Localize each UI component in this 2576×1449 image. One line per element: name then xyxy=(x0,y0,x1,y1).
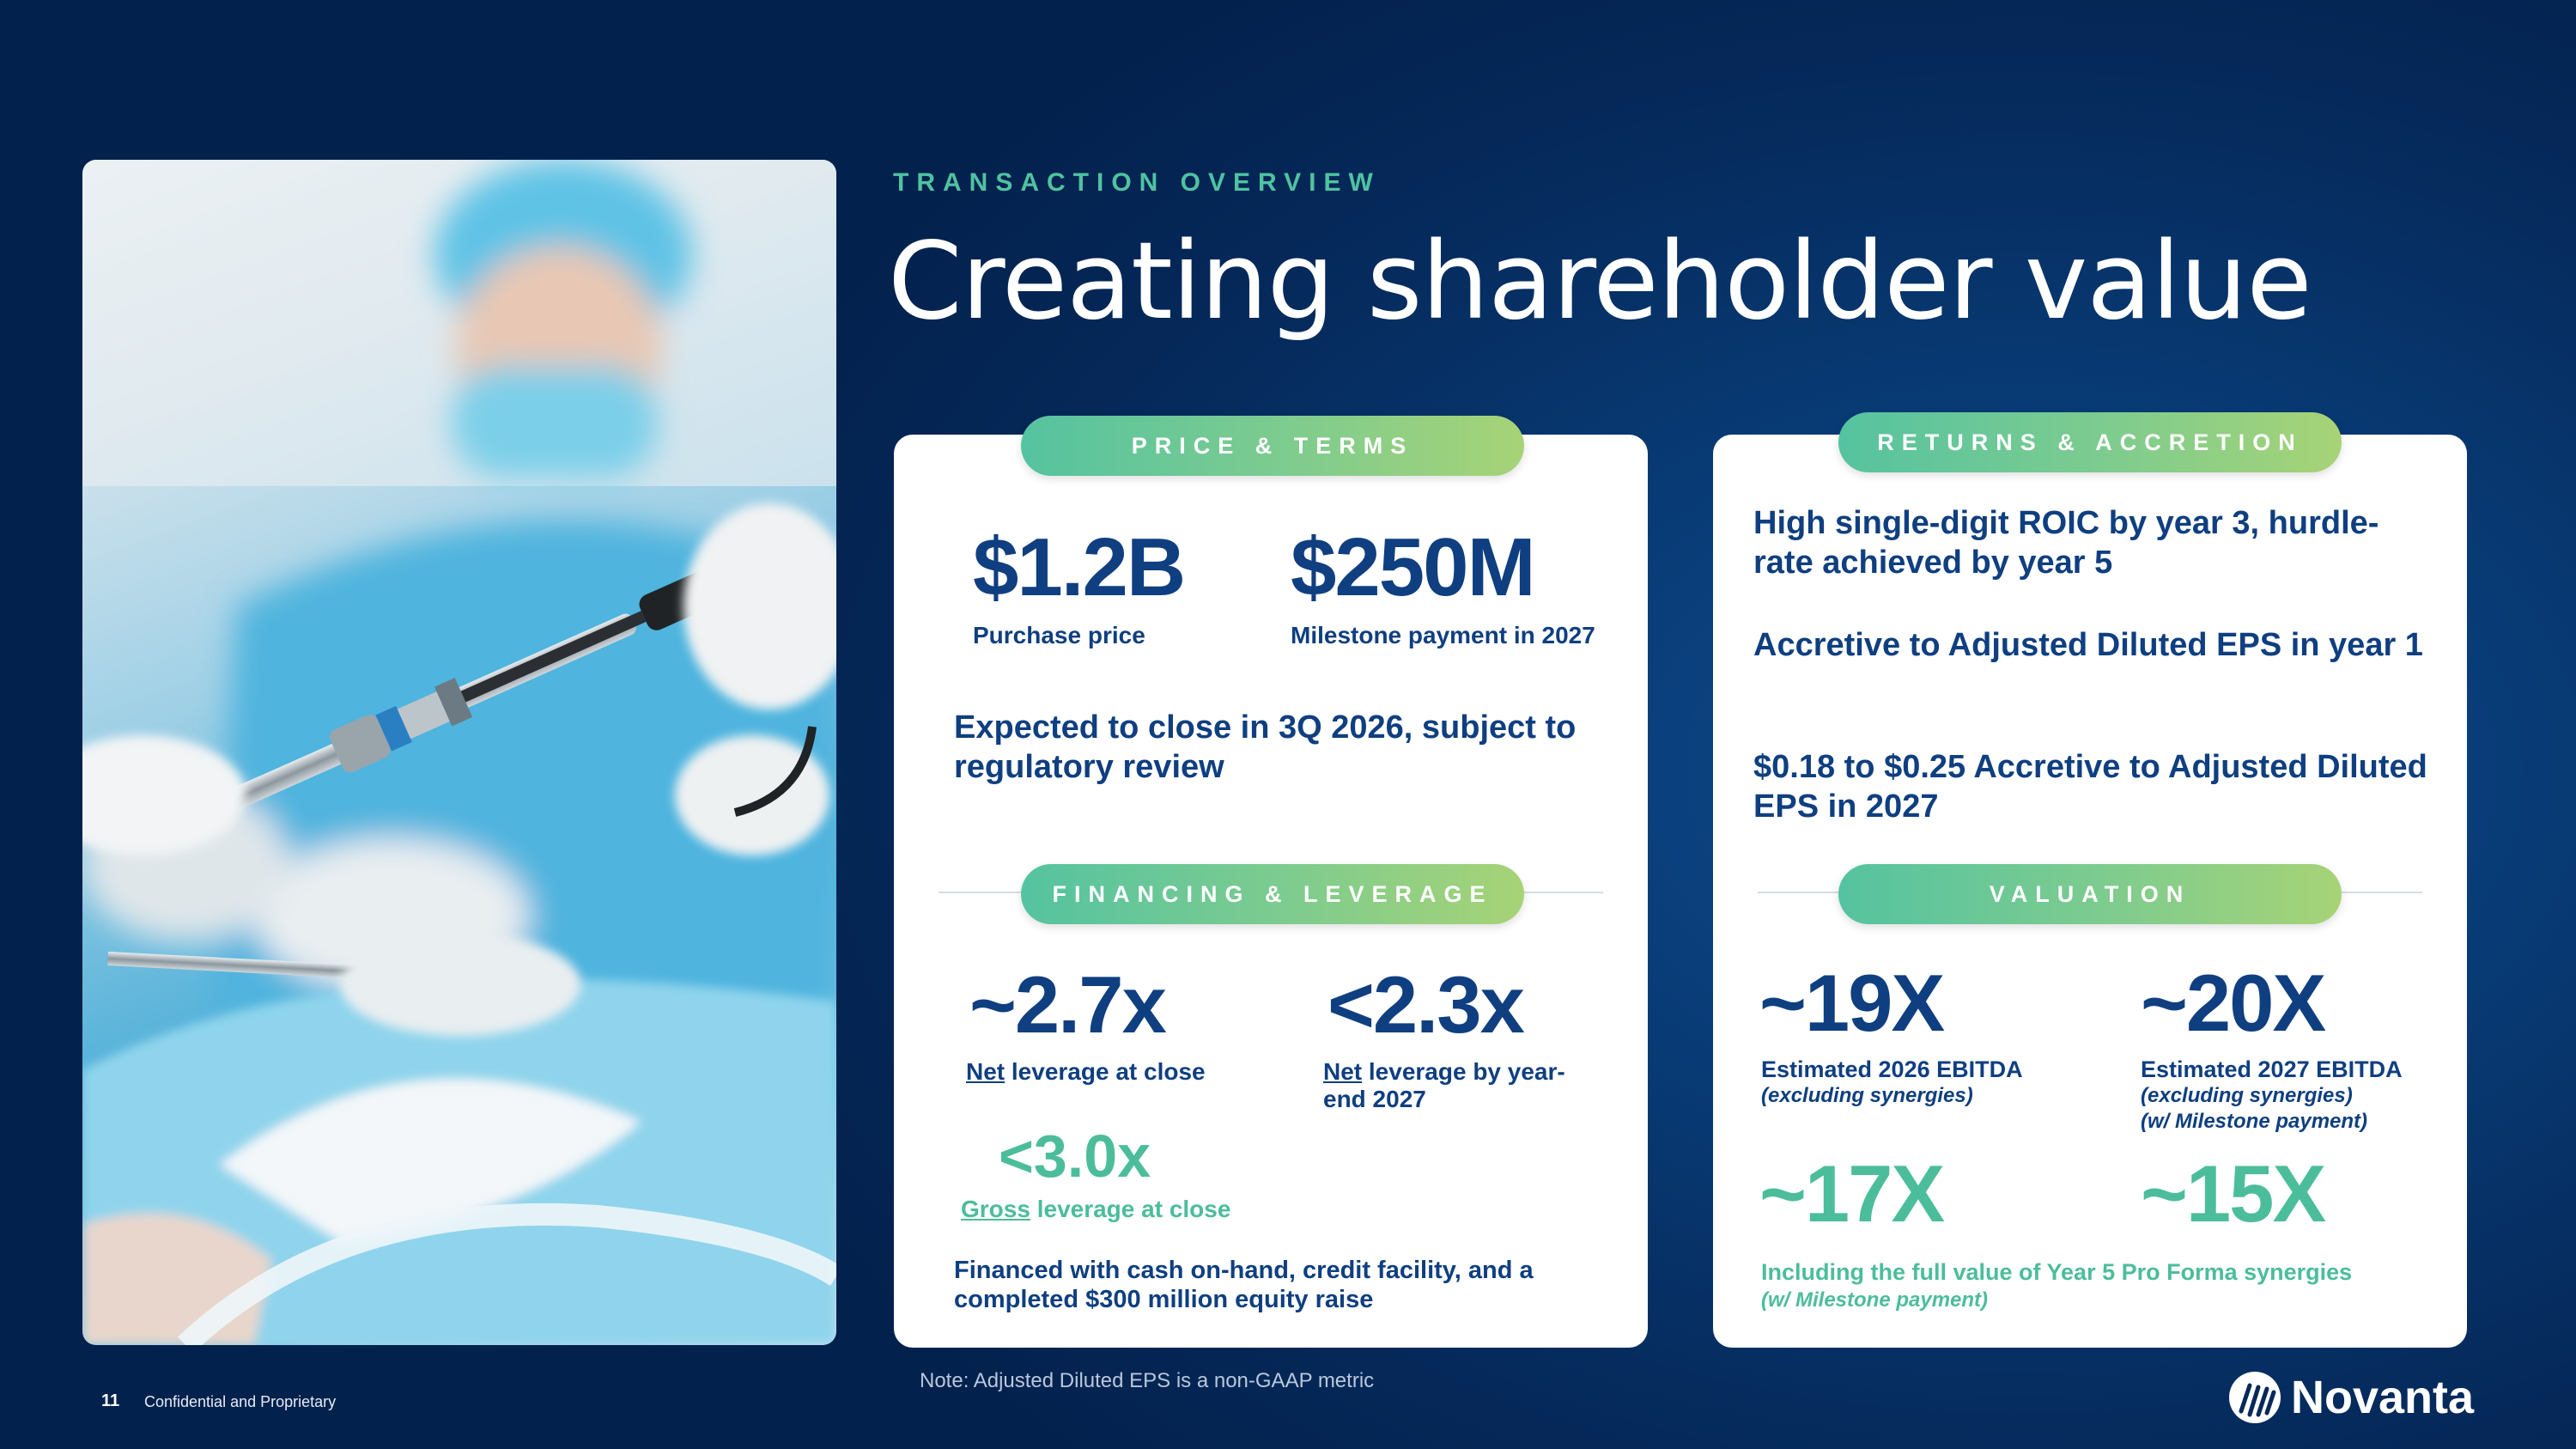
page-title: Creating shareholder value xyxy=(888,220,2312,344)
ebitda-2026-note: (excluding synergies) xyxy=(1761,1084,1973,1107)
ebitda-2026-label: Estimated 2026 EBITDA xyxy=(1761,1056,2023,1082)
net-leverage-yearend-label: Net leverage by year-end 2027 xyxy=(1323,1058,1565,1112)
purchase-price-label: Purchase price xyxy=(973,622,1145,648)
footnote: Note: Adjusted Diluted EPS is a non-GAAP… xyxy=(920,1369,1375,1392)
synergy-multiple-15x-value: ~15X xyxy=(2141,1148,2326,1239)
closing-statement: Expected to close in 3Q 2026, subject to… xyxy=(954,709,1577,785)
page-number: 11 xyxy=(101,1391,120,1410)
price-financing-card: PRICE & TERMS $1.2B Purchase price $250M… xyxy=(894,416,1648,1348)
valuation-pill: VALUATION xyxy=(1838,864,2342,924)
returns-accretion-pill: RETURNS & ACCRETION xyxy=(1838,412,2342,472)
financing-leverage-pill: FINANCING & LEVERAGE xyxy=(1021,864,1524,924)
ebitda-2027-note-milestone: (w/ Milestone payment) xyxy=(2141,1110,2368,1133)
gross-leverage-value: <3.0x xyxy=(999,1123,1151,1190)
surgery-photo xyxy=(82,160,836,1345)
confidential-label: Confidential and Proprietary xyxy=(144,1393,337,1410)
synergy-label: Including the full value of Year 5 Pro F… xyxy=(1761,1259,2353,1285)
novanta-logo: Novanta xyxy=(2229,1371,2474,1424)
ebitda-2027-note-synergies: (excluding synergies) xyxy=(2141,1084,2353,1107)
brand-name: Novanta xyxy=(2291,1372,2475,1423)
section-eyebrow: TRANSACTION OVERVIEW xyxy=(893,168,1381,197)
net-leverage-close-label: Net leverage at close xyxy=(966,1058,1206,1085)
eps-accretion-2027-statement: $0.18 to $0.25 Accretive to Adjusted Dil… xyxy=(1753,749,2427,825)
eps-accretion-year1-statement: Accretive to Adjusted Diluted EPS in yea… xyxy=(1753,627,2423,663)
returns-valuation-card: RETURNS & ACCRETION High single-digit RO… xyxy=(1713,412,2467,1348)
synergy-note: (w/ Milestone payment) xyxy=(1761,1288,1989,1312)
net-leverage-yearend-value: <2.3x xyxy=(1327,959,1525,1050)
synergy-multiple-17x-value: ~17X xyxy=(1759,1148,1945,1239)
milestone-payment-value: $250M xyxy=(1291,521,1536,613)
ebitda-2027-multiple-value: ~20X xyxy=(2141,958,2326,1048)
financing-statement: Financed with cash on-hand, credit facil… xyxy=(954,1257,1534,1313)
ebitda-2026-multiple-value: ~19X xyxy=(1759,958,1945,1048)
milestone-payment-label: Milestone payment in 2027 xyxy=(1291,622,1595,648)
net-leverage-close-value: ~2.7x xyxy=(969,959,1167,1050)
ebitda-2027-label: Estimated 2027 EBITDA xyxy=(2141,1056,2403,1082)
roic-statement: High single-digit ROIC by year 3, hurdle… xyxy=(1753,505,2379,581)
purchase-price-value: $1.2B xyxy=(973,521,1186,613)
gross-leverage-label: Gross leverage at close xyxy=(961,1196,1231,1222)
novanta-logo-icon xyxy=(2229,1372,2281,1423)
price-terms-pill: PRICE & TERMS xyxy=(1021,416,1524,476)
